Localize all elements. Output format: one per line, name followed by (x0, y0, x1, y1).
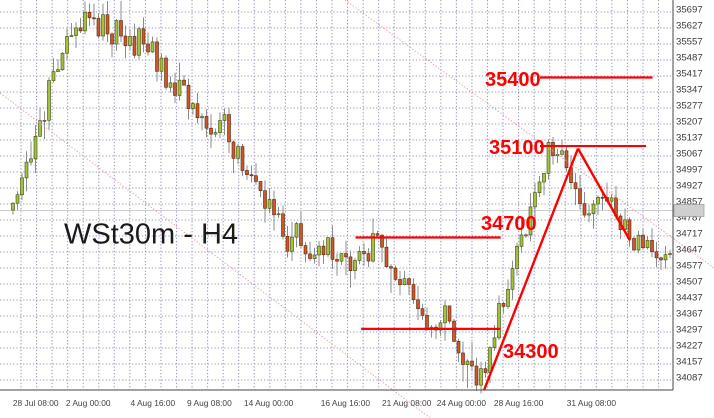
svg-text:16 Aug 16:00: 16 Aug 16:00 (321, 398, 371, 408)
svg-text:35067: 35067 (676, 149, 703, 160)
svg-text:28 Aug 16:00: 28 Aug 16:00 (494, 398, 544, 408)
svg-text:34297: 34297 (676, 325, 703, 336)
svg-text:4 Aug 16:00: 4 Aug 16:00 (130, 398, 175, 408)
svg-text:35557: 35557 (676, 37, 703, 48)
svg-text:34717: 34717 (676, 229, 703, 240)
svg-text:34157: 34157 (676, 357, 703, 368)
svg-text:2 Aug 00:00: 2 Aug 00:00 (66, 398, 111, 408)
svg-text:34997: 34997 (676, 165, 703, 176)
svg-text:35400: 35400 (485, 69, 541, 91)
svg-text:34367: 34367 (676, 309, 703, 320)
svg-text:24 Aug 00:00: 24 Aug 00:00 (437, 398, 487, 408)
svg-text:34647: 34647 (676, 245, 703, 256)
svg-text:34700: 34700 (481, 213, 537, 235)
svg-text:35627: 35627 (676, 21, 703, 32)
svg-text:31 Aug 08:00: 31 Aug 08:00 (567, 398, 617, 408)
svg-text:35697: 35697 (676, 5, 703, 16)
svg-text:35487: 35487 (676, 53, 703, 64)
svg-text:9 Aug 08:00: 9 Aug 08:00 (187, 398, 232, 408)
svg-text:35207: 35207 (676, 117, 703, 128)
svg-text:35100: 35100 (489, 137, 545, 159)
svg-text:35347: 35347 (676, 85, 703, 96)
svg-text:34087: 34087 (676, 373, 703, 384)
svg-text:21 Aug 08:00: 21 Aug 08:00 (382, 398, 432, 408)
svg-text:34577: 34577 (676, 261, 703, 272)
svg-text:WSt30m - H4: WSt30m - H4 (64, 219, 238, 251)
svg-text:34227: 34227 (676, 341, 703, 352)
svg-text:35417: 35417 (676, 69, 703, 80)
svg-text:14 Aug 00:00: 14 Aug 00:00 (244, 398, 294, 408)
svg-text:28 Jul 08:00: 28 Jul 08:00 (13, 398, 59, 408)
svg-text:34507: 34507 (676, 277, 703, 288)
svg-text:35137: 35137 (676, 133, 703, 144)
svg-text:34927: 34927 (676, 181, 703, 192)
svg-text:34437: 34437 (676, 293, 703, 304)
svg-text:35277: 35277 (676, 101, 703, 112)
svg-text:34300: 34300 (503, 341, 559, 363)
